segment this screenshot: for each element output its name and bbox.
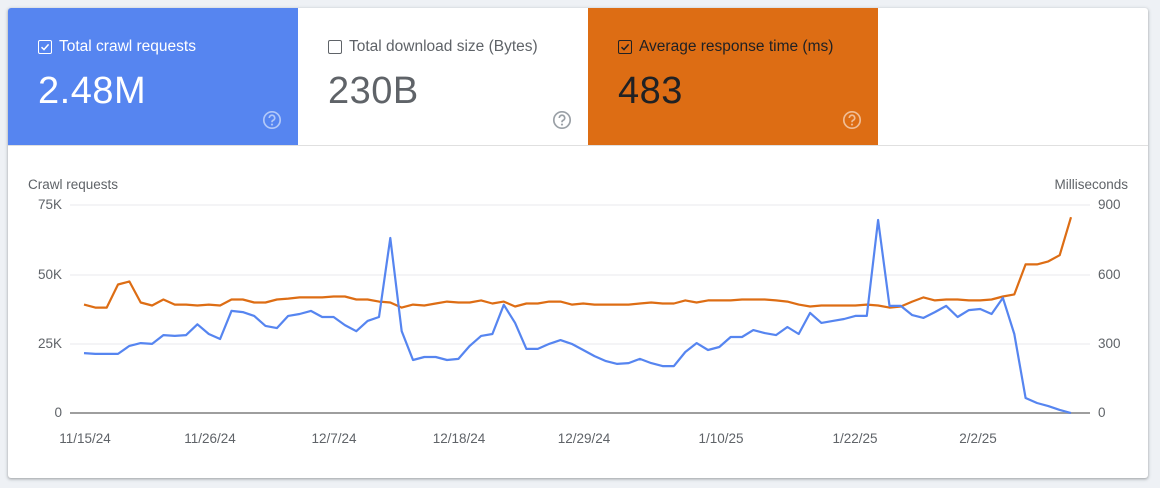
metric-value: 2.48M (38, 70, 147, 112)
x-tick: 11/15/24 (59, 431, 111, 446)
left-axis-title: Crawl requests (28, 177, 119, 192)
right-tick: 600 (1098, 267, 1121, 282)
checkbox-checked-icon[interactable] (618, 40, 632, 54)
metric-tile-total-crawl-requests[interactable]: Total crawl requests 2.48M (8, 8, 298, 145)
x-tick: 2/2/25 (959, 431, 997, 446)
right-tick: 300 (1098, 336, 1121, 351)
right-axis-title: Milliseconds (1054, 177, 1128, 192)
x-tick: 12/7/24 (311, 431, 357, 446)
metric-tiles: Total crawl requests 2.48M Total downloa… (8, 8, 1148, 146)
left-tick: 0 (54, 405, 62, 420)
left-tick: 75K (37, 197, 62, 212)
help-circle-icon[interactable] (842, 110, 862, 130)
left-tick: 50K (37, 267, 62, 282)
gridlines (70, 204, 1090, 414)
metric-label-row: Total crawl requests (38, 38, 196, 56)
right-tick: 0 (1098, 405, 1106, 420)
left-tick: 25K (37, 336, 62, 351)
metric-tile-total-download-size[interactable]: Total download size (Bytes) 230B (298, 8, 588, 145)
x-tick: 12/29/24 (557, 431, 611, 446)
x-tick: 11/26/24 (184, 431, 236, 446)
line-chart[interactable] (8, 8, 1148, 478)
metric-label: Total download size (Bytes) (349, 38, 538, 55)
metric-value: 483 (618, 70, 683, 112)
series-total-crawl-requests (83, 218, 1072, 415)
right-tick: 900 (1098, 197, 1121, 212)
metric-label: Total crawl requests (59, 38, 196, 55)
checkbox-checked-icon[interactable] (38, 40, 52, 54)
x-tick: 1/10/25 (698, 431, 744, 446)
checkbox-unchecked-icon[interactable] (328, 40, 342, 54)
help-circle-icon[interactable] (552, 110, 572, 130)
help-circle-icon[interactable] (262, 110, 282, 130)
metric-label-row: Total download size (Bytes) (328, 38, 538, 56)
x-tick: 1/22/25 (832, 431, 878, 446)
x-tick: 12/18/24 (432, 431, 486, 446)
crawl-stats-card: Total crawl requests 2.48M Total downloa… (8, 8, 1148, 478)
metric-label: Average response time (ms) (639, 38, 834, 55)
series-average-response-time (83, 216, 1073, 309)
metric-tile-average-response-time[interactable]: Average response time (ms) 483 (588, 8, 878, 145)
metric-value: 230B (328, 70, 419, 112)
metric-label-row: Average response time (ms) (618, 38, 833, 56)
